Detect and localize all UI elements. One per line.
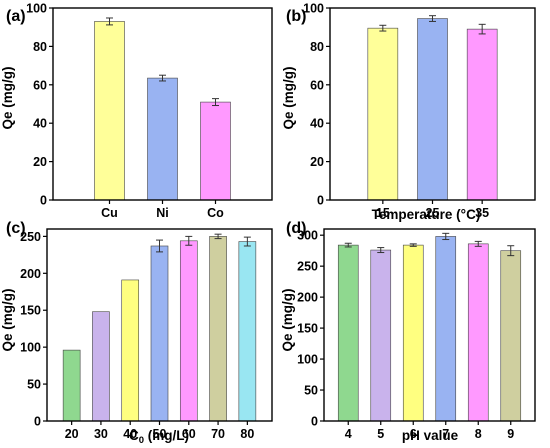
x-axis-label-c-sub: 0 <box>139 435 144 446</box>
y-tick-label-c-0: 0 <box>34 415 41 429</box>
panel-label-d: (d) <box>286 220 306 237</box>
x-tick-label-a-Ni: Ni <box>156 206 169 220</box>
bar-c-50 <box>150 245 169 422</box>
bar-d-8 <box>467 243 489 422</box>
y-axis-label-b: Qe (mg/g) <box>281 67 296 130</box>
y-tick-label-b-60: 60 <box>310 78 324 92</box>
x-axis-label-b: Temperature (°C) <box>372 207 481 222</box>
panel-b: (b) Qe (mg/g) Temperature (°C) 15 25 35 0 20… <box>281 2 536 222</box>
y-tick-label-b-40: 40 <box>310 117 324 131</box>
x-tick-label-d-8: 8 <box>475 427 482 441</box>
y-tick-label-d-300: 300 <box>297 229 318 243</box>
x-tick-label-d-9: 9 <box>507 427 514 441</box>
y-tick-label-c-50: 50 <box>27 378 41 392</box>
x-tick-label-d-7: 7 <box>442 427 449 441</box>
bar-a-Co <box>200 101 231 201</box>
y-tick-label-d-150: 150 <box>297 322 318 336</box>
x-tick-label-c-70: 70 <box>211 427 225 441</box>
y-tick-label-c-150: 150 <box>20 304 41 318</box>
panel-label-b: (b) <box>286 8 306 25</box>
bar-d-9 <box>500 250 522 422</box>
x-tick-label-a-Co: Co <box>207 206 224 220</box>
plot-area-b: 15 25 35 0 20 40 60 80 100 <box>303 2 536 220</box>
x-tick-label-d-6: 6 <box>410 427 417 441</box>
y-tick-label-c-200: 200 <box>20 267 41 281</box>
bar-a-Cu <box>94 21 125 201</box>
panel-c: (c) Qe (mg/g) C0 (mg/L) 20 30 40 50 60 70 8005… <box>0 220 273 446</box>
y-tick-label-d-100: 100 <box>297 353 318 367</box>
y-tick-label-a-20: 20 <box>33 155 47 169</box>
y-tick-label-a-80: 80 <box>33 40 47 54</box>
panel-a: (a) Qe (mg/g) Cu Ni Co 0 20 40 60 80 100 <box>0 2 273 220</box>
y-tick-label-a-0: 0 <box>40 194 47 208</box>
y-tick-label-c-250: 250 <box>20 230 41 244</box>
y-tick-label-d-50: 50 <box>304 384 318 398</box>
x-tick-label-d-5: 5 <box>377 427 384 441</box>
y-tick-label-c-100: 100 <box>20 341 41 355</box>
y-tick-label-b-20: 20 <box>310 155 324 169</box>
y-tick-label-b-100: 100 <box>303 2 324 16</box>
bar-d-4 <box>337 244 359 422</box>
axes-frame-d <box>323 228 536 422</box>
bar-c-60 <box>179 240 198 422</box>
bar-c-40 <box>121 279 140 422</box>
x-tick-label-b-15: 15 <box>376 206 390 220</box>
bar-b-35 <box>466 28 498 201</box>
bar-d-5 <box>370 249 392 422</box>
y-tick-label-a-40: 40 <box>33 117 47 131</box>
bar-c-70 <box>209 236 227 422</box>
x-tick-label-c-40: 40 <box>123 427 137 441</box>
y-axis-label-c: Qe (mg/g) <box>0 289 15 352</box>
bar-c-80 <box>238 241 257 422</box>
y-tick-label-d-250: 250 <box>297 260 318 274</box>
bar-d-7 <box>435 236 457 422</box>
y-tick-label-d-0: 0 <box>311 415 318 429</box>
bar-c-20 <box>62 349 81 422</box>
axes-frame-b <box>329 7 536 201</box>
bar-a-Ni <box>147 77 178 201</box>
bar-b-25 <box>417 18 448 201</box>
axes-frame-c <box>46 228 273 422</box>
y-tick-label-a-60: 60 <box>33 78 47 92</box>
x-tick-label-c-50: 50 <box>153 427 167 441</box>
x-tick-label-c-80: 80 <box>240 427 254 441</box>
x-axis-label-d: pH value <box>402 428 459 443</box>
x-tick-label-b-25: 25 <box>426 206 440 220</box>
y-tick-label-b-0: 0 <box>317 194 324 208</box>
x-axis-label-c-rest: (mg/L) <box>144 428 189 443</box>
panel-label-a: (a) <box>6 8 26 25</box>
y-tick-label-b-80: 80 <box>310 40 324 54</box>
y-axis-label-d: Qe (mg/g) <box>280 289 295 352</box>
bar-d-6 <box>402 244 424 422</box>
x-tick-label-c-20: 20 <box>65 427 79 441</box>
x-tick-label-c-60: 60 <box>182 427 196 441</box>
plot-area-c: 20 30 40 50 60 70 80 0 50 100 150 200 250 <box>20 228 273 441</box>
y-tick-label-d-200: 200 <box>297 291 318 305</box>
bar-c-30 <box>92 311 110 422</box>
x-axis-label-c: C0 (mg/L) <box>129 428 189 446</box>
plot-area-a: Cu Ni Co 0 20 40 60 80 100 <box>26 2 273 220</box>
y-axis-label-a: Qe (mg/g) <box>0 67 15 130</box>
bar-b-15 <box>367 27 399 201</box>
y-tick-label-a-100: 100 <box>26 2 47 16</box>
x-tick-label-b-35: 35 <box>475 206 489 220</box>
x-tick-label-c-30: 30 <box>94 427 108 441</box>
axes-frame-a <box>52 7 273 201</box>
plot-area-d: 4 5 6 7 8 9 0 50 100 150 200 250 300 <box>297 228 536 441</box>
panel-label-c: (c) <box>6 220 26 237</box>
x-tick-label-d-4: 4 <box>345 427 352 441</box>
x-axis-label-c-base: C <box>129 428 139 443</box>
x-tick-label-a-Cu: Cu <box>101 206 118 220</box>
panel-d: (d) Qe (mg/g) pH value 4 5 6 7 8 9 0 50 100 150 20… <box>280 220 536 443</box>
